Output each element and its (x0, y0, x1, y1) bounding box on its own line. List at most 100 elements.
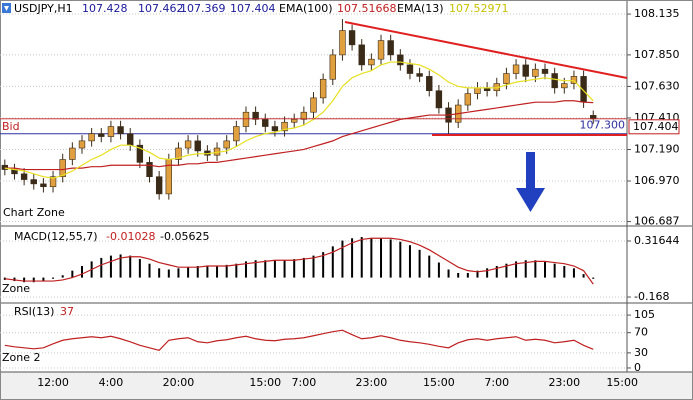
x-tick-label: 23:00 (548, 376, 580, 389)
x-tick-label: 15:00 (606, 376, 638, 389)
x-tick-label: 4:00 (99, 376, 124, 389)
candle-body (127, 133, 134, 146)
candle-body (435, 90, 443, 109)
histogram-bar (476, 270, 479, 278)
candle-body (40, 183, 47, 188)
histogram-bar (32, 277, 35, 283)
histogram-bar (293, 259, 296, 278)
candle-body (590, 115, 597, 120)
candle-body (570, 76, 578, 84)
histogram-bar (61, 275, 64, 278)
histogram-bar (582, 274, 585, 278)
histogram-bar (196, 266, 199, 278)
y-tick-label: 106.970 (634, 174, 680, 187)
candle-body (1, 164, 9, 170)
histogram-bar (302, 257, 305, 278)
histogram-bar (264, 260, 267, 278)
histogram-bar (331, 246, 334, 278)
candle-body (175, 147, 182, 160)
x-tick-label: 23:00 (356, 376, 388, 389)
candle-body (512, 64, 520, 74)
candle-body (474, 87, 481, 94)
level-label: 107.300 (580, 119, 626, 132)
candle-body (339, 30, 346, 56)
histogram-bar (466, 272, 469, 278)
histogram-bar (273, 260, 276, 278)
histogram-bar (486, 268, 489, 278)
candle-body (69, 147, 76, 160)
candle-body (107, 126, 115, 137)
candle-body (368, 58, 375, 66)
candle-body (184, 140, 192, 149)
candle-body (20, 173, 28, 180)
histogram-bar (119, 254, 122, 278)
candle-body (30, 179, 37, 185)
y-tick-label: 0.31644 (634, 234, 680, 247)
histogram-bar (138, 259, 141, 278)
ema100-value: 107.51668 (337, 2, 397, 15)
candle-body (561, 83, 568, 89)
candle-body (271, 126, 279, 132)
histogram-bar (553, 263, 556, 278)
zone-label: Zone 2 (2, 351, 41, 364)
histogram-bar (563, 266, 566, 278)
candle-body (252, 111, 259, 120)
symbol-icon-arrow (4, 6, 9, 11)
candle-body (262, 119, 269, 127)
y-tick-label: 30 (634, 346, 648, 359)
candle-body (503, 73, 510, 84)
candle-body (155, 176, 163, 195)
marks: 108.135107.850107.630107.410107.190106.9… (0, 7, 680, 389)
histogram-bar (408, 245, 411, 278)
candle-body (242, 111, 250, 127)
histogram-bar (351, 238, 354, 278)
candle-body (281, 121, 288, 132)
histogram-bar (515, 261, 518, 278)
histogram-bar (206, 266, 209, 278)
histogram-bar (534, 260, 537, 278)
candle-body (416, 73, 423, 77)
macd-title: MACD(12,55,7) (14, 230, 98, 243)
histogram-bar (109, 255, 112, 278)
rsi-value: 37 (60, 305, 74, 318)
y-tick-label: 107.190 (634, 142, 680, 155)
time-strip (0, 372, 693, 400)
y-tick-label: 106.687 (634, 215, 680, 228)
candle-body (377, 40, 385, 60)
histogram-bar (52, 277, 55, 279)
candle-body (310, 97, 317, 113)
histogram-bar (592, 277, 595, 279)
candle-body (464, 93, 472, 106)
histogram-bar (80, 266, 83, 278)
candle-body (49, 176, 57, 188)
histogram-bar (42, 277, 45, 282)
histogram-bar (312, 255, 315, 278)
histogram-bar (428, 255, 431, 278)
histogram-bar (244, 261, 247, 278)
x-tick-label: 20:00 (163, 376, 195, 389)
candle-body (98, 133, 105, 137)
arrow-head (516, 188, 545, 212)
zone-label: Chart Zone (3, 206, 65, 219)
histogram-bar (23, 277, 26, 283)
ema-line (4, 61, 594, 179)
histogram-bar (167, 269, 170, 278)
candle-body (291, 119, 298, 123)
candle-body (223, 140, 230, 149)
macd-signal-value: -0.05625 (160, 230, 209, 243)
candle-body (329, 54, 336, 80)
bid-price: 107.404 (633, 120, 679, 133)
candle-body (233, 126, 240, 142)
zone-label: Zone (2, 282, 30, 295)
x-tick-label: 12:00 (37, 376, 69, 389)
bid-box (628, 119, 680, 135)
candle-body (59, 159, 66, 178)
candle-body (117, 126, 124, 135)
histogram-bar (148, 263, 151, 278)
header-high: 107.462 (138, 2, 184, 15)
y-tick-label: 105 (634, 308, 655, 321)
histogram-bar (389, 239, 392, 278)
candle-body (348, 30, 356, 46)
histogram-bar (235, 263, 238, 278)
